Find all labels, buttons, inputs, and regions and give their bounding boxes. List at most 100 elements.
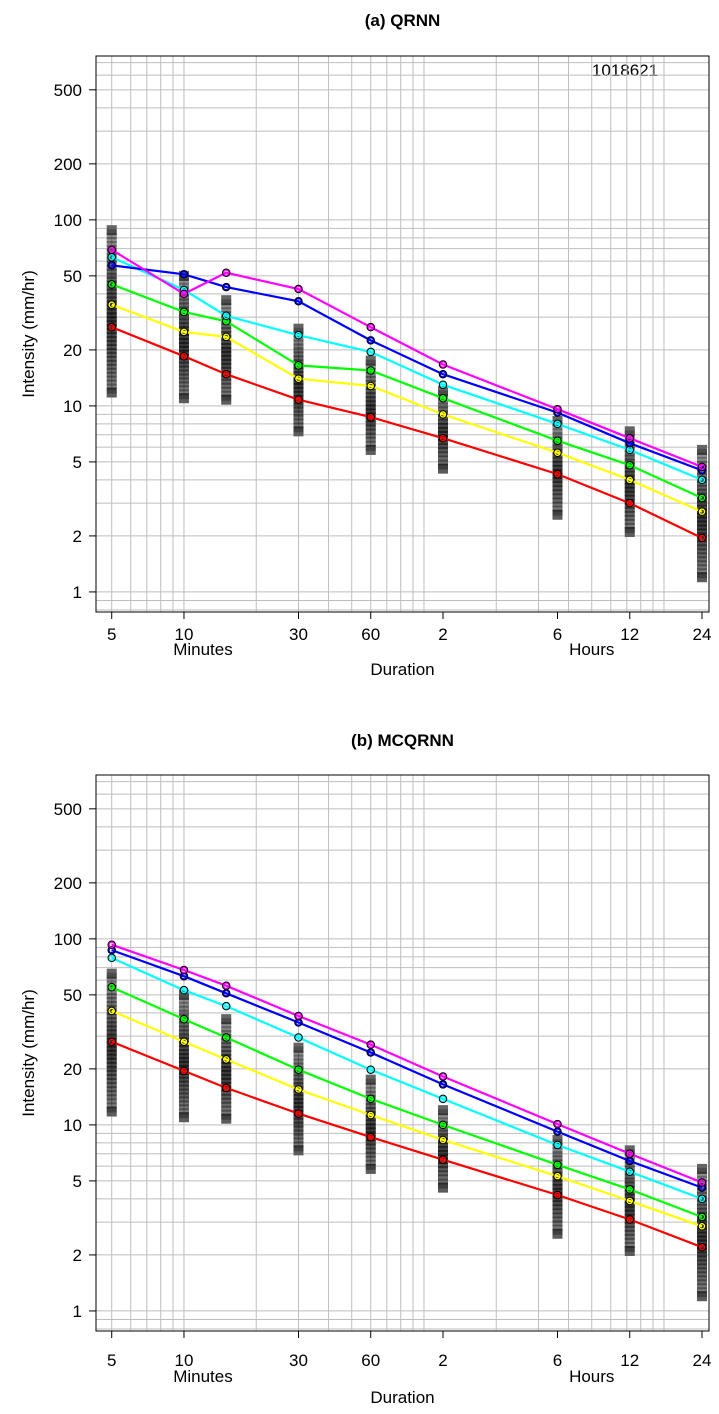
series-point	[698, 463, 706, 471]
observation-point	[106, 1106, 117, 1117]
observation-max	[221, 295, 232, 306]
observation-point	[624, 1185, 635, 1196]
series-point-outline	[179, 289, 189, 299]
series-point	[367, 1111, 374, 1119]
observation-point	[106, 340, 117, 351]
observation-point	[221, 338, 232, 349]
series-point-outline	[366, 1065, 375, 1074]
series-point	[367, 1133, 374, 1141]
observation-max	[365, 1074, 376, 1085]
observation-point	[293, 418, 304, 429]
observation-point	[293, 1137, 304, 1148]
series-point	[222, 990, 230, 997]
observation-point	[178, 1112, 189, 1123]
observation-point	[106, 1090, 117, 1101]
plot-frame	[95, 774, 710, 1332]
y-tick-label: 10	[63, 1116, 82, 1135]
series-point-outline	[366, 412, 375, 422]
observation-point	[624, 1161, 635, 1172]
observation-point	[624, 426, 635, 437]
x-tick-label: 10	[175, 625, 194, 644]
series-point	[222, 312, 230, 320]
series-point-outline	[179, 351, 189, 361]
observation-point	[221, 303, 232, 314]
y-tick-label: 200	[54, 874, 82, 893]
observation-point	[552, 489, 563, 500]
observation-point	[697, 572, 708, 583]
observation-point	[221, 1109, 232, 1120]
series-point-outline	[294, 1011, 303, 1021]
observation-point	[221, 1018, 232, 1029]
observation-point	[365, 1163, 376, 1174]
observation-point	[178, 1076, 189, 1087]
observation-point	[437, 1150, 448, 1161]
observation-point	[106, 988, 117, 999]
observation-point	[178, 369, 189, 380]
observation-point	[293, 386, 304, 397]
observation-point	[178, 345, 189, 356]
series-point-outline	[107, 1037, 116, 1046]
series-point	[626, 1157, 634, 1165]
series-point-outline	[625, 433, 635, 443]
series-point	[222, 283, 230, 291]
series-point-outline	[553, 404, 562, 414]
series-3	[107, 252, 707, 485]
observation-point	[437, 418, 448, 429]
observation-point	[365, 1099, 376, 1110]
observation-point	[437, 451, 448, 462]
series-point	[295, 1012, 302, 1020]
series-point-outline	[366, 1094, 375, 1104]
observation-point	[106, 280, 117, 291]
observation-point	[221, 1026, 232, 1037]
series-point	[108, 1007, 115, 1015]
observation-point	[178, 393, 189, 404]
observation-point	[437, 435, 448, 446]
x-tick-label: 5	[107, 625, 116, 644]
series-point	[554, 437, 561, 444]
observation-point	[106, 367, 117, 378]
observation-point	[221, 1073, 232, 1084]
observation-point	[221, 1113, 232, 1124]
x-tick-label: 2	[438, 1351, 447, 1370]
observation-point	[221, 382, 232, 393]
series-point	[367, 1095, 374, 1103]
observation-point	[221, 358, 232, 369]
observation-point	[437, 1121, 448, 1132]
observation-point	[221, 1093, 232, 1104]
series-point	[295, 331, 302, 339]
observation-column	[437, 1105, 448, 1193]
series-point-outline	[438, 433, 448, 443]
series-point	[295, 285, 302, 293]
observation-point	[221, 1034, 232, 1045]
series-point-outline	[438, 1120, 448, 1130]
grid	[96, 775, 709, 1331]
observation-point	[178, 997, 189, 1008]
observation-min	[293, 1145, 304, 1156]
observation-point	[697, 480, 708, 491]
observation-point	[697, 1275, 708, 1286]
observation-point	[221, 1042, 232, 1053]
observation-point	[697, 484, 708, 495]
y-axis-label: Intensity (mm/hr)	[19, 989, 38, 1117]
series-point-outline	[625, 498, 635, 508]
observation-point	[552, 505, 563, 516]
series-point-outline	[366, 1132, 375, 1142]
observation-point	[365, 1155, 376, 1166]
observation-point	[697, 1243, 708, 1254]
observation-point	[552, 1204, 563, 1215]
observation-point	[106, 383, 117, 394]
series-point	[626, 461, 634, 469]
observation-point	[365, 371, 376, 382]
series-point-outline	[107, 322, 116, 332]
observation-point	[293, 406, 304, 417]
y-tick-label: 20	[63, 1060, 82, 1079]
observation-point	[624, 458, 635, 469]
observation-point	[221, 1097, 232, 1108]
observation-point	[293, 1129, 304, 1140]
series-point-outline	[107, 300, 116, 309]
series-point	[180, 290, 188, 298]
series-point-outline	[625, 438, 635, 448]
observation-min	[552, 1228, 563, 1239]
observation-point	[178, 357, 189, 368]
